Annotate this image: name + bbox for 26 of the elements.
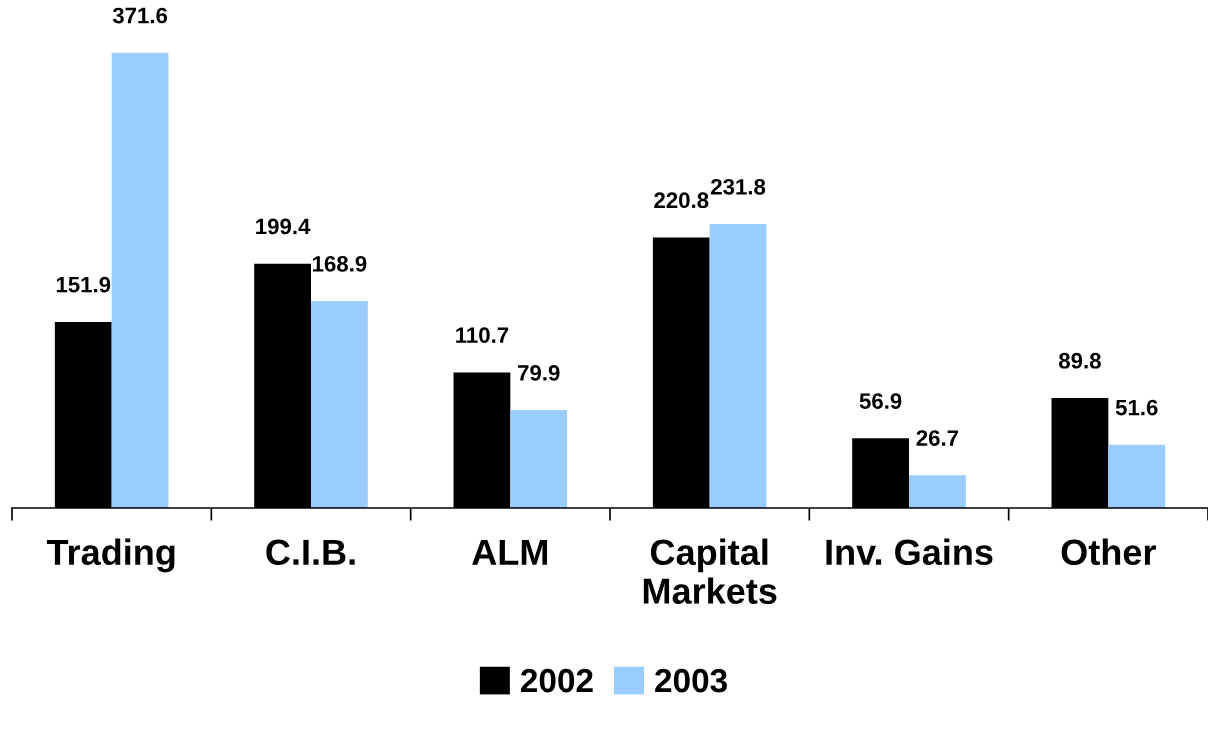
data-label: 56.9 <box>859 393 902 409</box>
data-label: 199.4 <box>256 218 311 235</box>
x-tick-label: ALM <box>472 539 548 565</box>
bar <box>311 301 368 508</box>
legend-label: 2002 <box>521 668 593 693</box>
data-label: 220.8 <box>654 192 709 209</box>
x-tick-label: Inv. Gains <box>826 538 993 566</box>
data-label: 79.9 <box>518 364 560 381</box>
data-label: 371.6 <box>112 7 168 24</box>
data-label: 168.9 <box>313 255 367 272</box>
bar <box>1108 444 1166 508</box>
bar <box>909 475 966 508</box>
bar <box>510 410 568 508</box>
data-label: 151.9 <box>56 276 111 293</box>
bar <box>709 224 767 508</box>
data-label: 231.8 <box>711 178 766 195</box>
data-label: 26.7 <box>916 430 959 446</box>
legend-label: 2003 <box>655 668 727 693</box>
bar <box>111 52 169 508</box>
x-tick-label: C.I.B. <box>266 539 355 566</box>
x-tick-label: Capital Markets <box>643 538 777 604</box>
data-label: 89.8 <box>1059 352 1101 369</box>
data-label: 51.6 <box>1115 399 1158 416</box>
x-tick-label: Other <box>1061 538 1156 566</box>
data-label: 110.7 <box>456 327 509 343</box>
x-tick-label: Trading <box>46 538 175 573</box>
